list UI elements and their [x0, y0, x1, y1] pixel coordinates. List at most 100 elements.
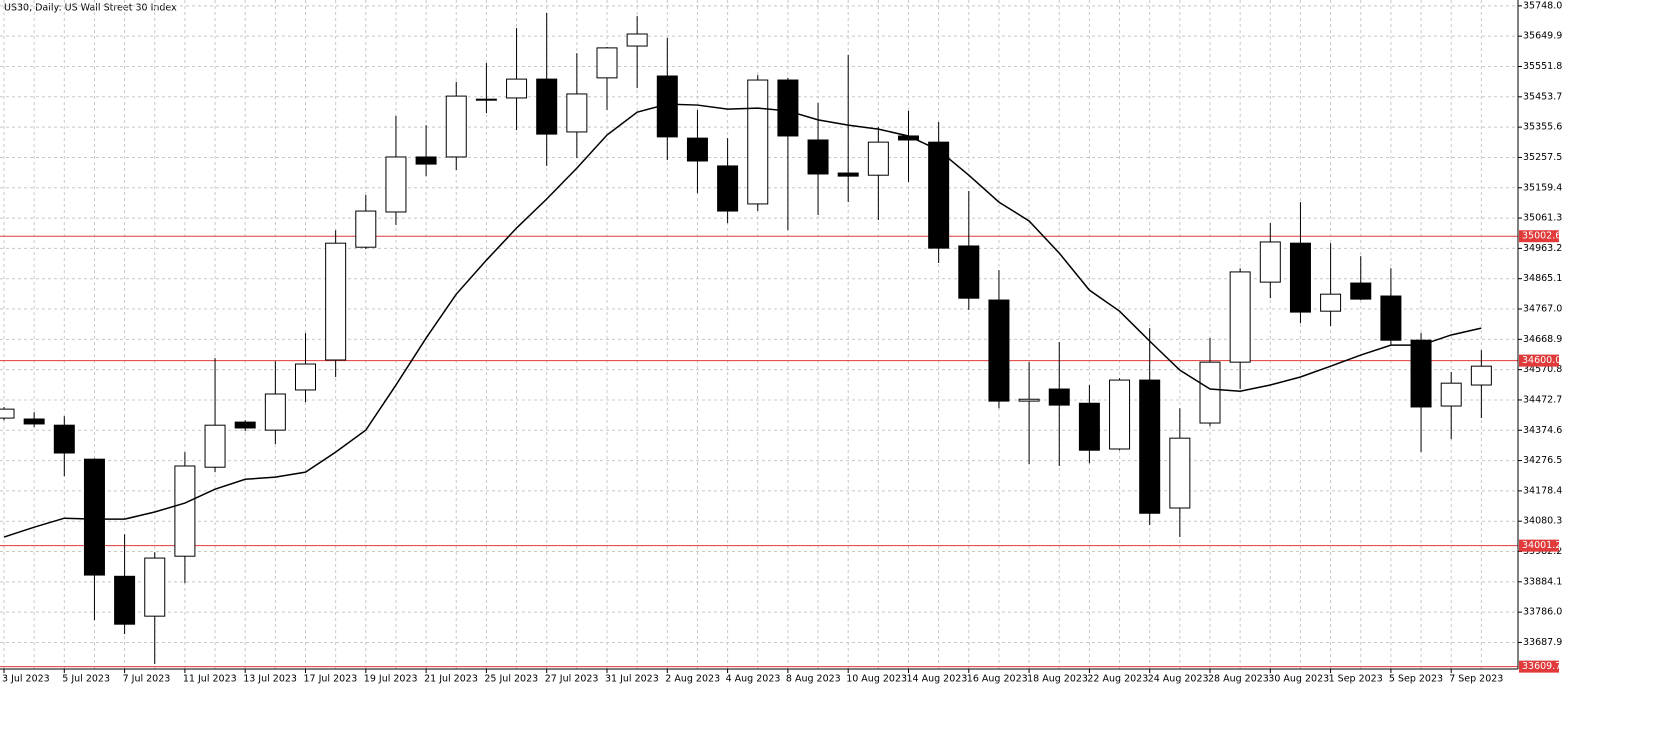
y-tick-label: 34767.0 — [1523, 304, 1562, 315]
candle-body — [837, 172, 859, 177]
y-tick-label: 34570.8 — [1523, 364, 1562, 375]
candle-body — [1169, 437, 1191, 509]
y-tick-label: 34374.6 — [1523, 425, 1562, 436]
level-label: 33609.7 — [1522, 661, 1561, 672]
candle-body — [1018, 398, 1040, 402]
x-tick-label: 30 Aug 2023 — [1268, 674, 1329, 685]
y-tick-label: 33687.9 — [1523, 637, 1562, 648]
candle-body — [83, 458, 105, 576]
y-tick-label: 34276.5 — [1523, 455, 1562, 466]
candle-body — [144, 557, 166, 617]
candle-body — [1078, 402, 1100, 451]
y-tick-label: 35257.5 — [1523, 152, 1562, 163]
candle-body — [234, 421, 256, 429]
candle-body — [475, 98, 497, 101]
x-tick-label: 17 Jul 2023 — [304, 674, 358, 685]
level-tag — [1519, 660, 1559, 673]
candle-body — [1229, 271, 1251, 363]
x-tick-label: 21 Jul 2023 — [424, 674, 478, 685]
candle-body — [264, 393, 286, 431]
y-tick-label: 34472.7 — [1523, 394, 1562, 405]
y-tick-label: 35748.0 — [1523, 0, 1562, 11]
candle-body — [53, 424, 75, 454]
candle-body — [596, 47, 618, 79]
candle-body — [415, 156, 437, 165]
y-tick-label: 35355.6 — [1523, 122, 1562, 133]
y-tick-label: 34080.3 — [1523, 516, 1562, 527]
candle-body — [325, 242, 347, 361]
candle-body — [807, 139, 829, 175]
y-tick-label: 34865.1 — [1523, 273, 1562, 284]
x-tick-label: 13 Jul 2023 — [243, 674, 297, 685]
candle-body — [686, 137, 708, 162]
x-tick-label: 31 Jul 2023 — [605, 674, 659, 685]
x-tick-label: 7 Jul 2023 — [123, 674, 171, 685]
level-tag — [1519, 354, 1559, 367]
x-tick-label: 25 Jul 2023 — [484, 674, 538, 685]
moving-average — [3, 103, 1482, 538]
candle-body — [1199, 361, 1221, 424]
level-tag — [1519, 230, 1559, 243]
x-tick-label: 8 Aug 2023 — [786, 674, 841, 685]
y-tick-label: 34963.2 — [1523, 243, 1562, 254]
candle-body — [777, 79, 799, 137]
y-tick-label: 34668.9 — [1523, 334, 1562, 345]
candle-body — [295, 363, 316, 391]
y-tick-label: 35551.8 — [1523, 61, 1562, 72]
candle-body — [717, 165, 739, 212]
x-tick-label: 1 Sep 2023 — [1329, 674, 1383, 685]
candle-body — [1109, 379, 1131, 450]
x-tick-label: 24 Aug 2023 — [1148, 674, 1209, 685]
candle-body — [958, 245, 980, 299]
x-tick-label: 3 Jul 2023 — [2, 674, 50, 685]
x-tick-label: 4 Aug 2023 — [726, 674, 781, 685]
candle-body — [867, 141, 889, 176]
candle-body — [445, 95, 467, 158]
candle-body — [174, 465, 196, 557]
x-tick-label: 5 Jul 2023 — [62, 674, 110, 685]
y-tick-label: 33884.1 — [1523, 576, 1562, 587]
level-label: 34600.0 — [1522, 355, 1561, 366]
y-tick-label: 34178.4 — [1523, 485, 1562, 496]
candle-body — [1048, 388, 1070, 406]
candle-body — [1350, 282, 1372, 300]
y-tick-label: 35649.9 — [1523, 31, 1562, 42]
candle-body — [355, 210, 377, 248]
level-tag — [1519, 539, 1559, 552]
y-tick-label: 33786.0 — [1523, 607, 1562, 618]
x-tick-label: 2 Aug 2023 — [665, 674, 720, 685]
candle-body — [114, 575, 136, 625]
level-label: 34001.2 — [1522, 540, 1561, 551]
candle-body — [385, 156, 407, 213]
candle-body — [1470, 365, 1492, 386]
level-label: 35002.6 — [1522, 231, 1561, 242]
candle-body — [204, 424, 226, 468]
x-tick-label: 28 Aug 2023 — [1208, 674, 1269, 685]
candle-body — [988, 299, 1010, 402]
candle-body — [928, 141, 950, 249]
x-tick-label: 16 Aug 2023 — [967, 674, 1028, 685]
x-tick-label: 19 Jul 2023 — [364, 674, 418, 685]
candle-body — [1320, 293, 1342, 312]
candle-body — [506, 78, 528, 99]
chart-title: US30, Daily: US Wall Street 30 Index — [4, 3, 177, 14]
x-tick-label: 18 Aug 2023 — [1027, 674, 1088, 685]
candle-body — [0, 408, 15, 419]
candle-body — [23, 418, 45, 425]
x-tick-label: 27 Jul 2023 — [545, 674, 599, 685]
candle-body — [1289, 242, 1311, 313]
x-tick-label: 11 Jul 2023 — [183, 674, 237, 685]
candle-body — [626, 33, 648, 47]
y-tick-label: 35061.3 — [1523, 213, 1562, 224]
y-tick-label: 35453.7 — [1523, 91, 1562, 102]
candle-body — [1380, 295, 1402, 341]
candle-body — [566, 93, 588, 133]
candle-body — [1410, 339, 1432, 408]
candle-body — [1139, 379, 1161, 514]
y-tick-label: 35159.4 — [1523, 182, 1562, 193]
x-tick-label: 10 Aug 2023 — [846, 674, 907, 685]
x-tick-label: 14 Aug 2023 — [907, 674, 968, 685]
candle-body — [536, 78, 558, 135]
